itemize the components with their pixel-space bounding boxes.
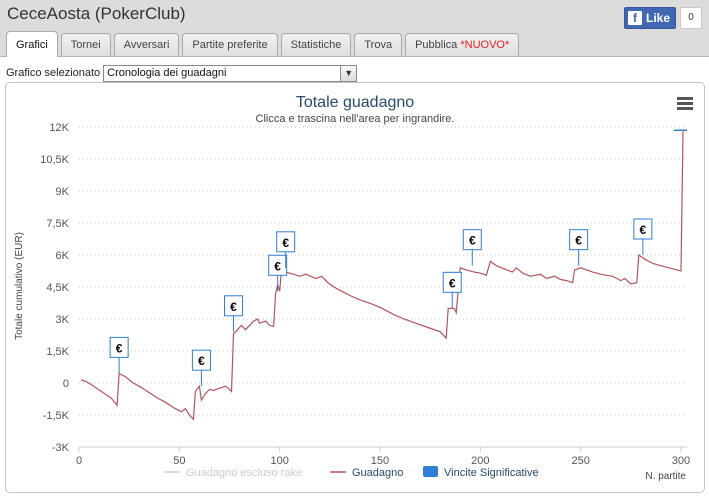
x-axis-label: N. partite [645,471,686,482]
y-tick-label: -1,5K [43,410,70,422]
legend-label: Vincite Significative [444,467,539,479]
flag-label: € [230,300,237,314]
significant-win-flag[interactable]: € [224,295,244,332]
significant-win-flag[interactable]: € [191,349,211,387]
chart-select[interactable]: Cronologia dei guadagni ▼ [103,64,358,82]
chart-subtitle: Clicca e trascina nell'area per ingrandi… [256,113,455,125]
y-tick-label: 7,5K [46,218,69,230]
y-tick-label: 4,5K [46,282,69,294]
significant-win-flag[interactable]: € [268,254,288,292]
y-tick-label: 10,5K [40,154,69,166]
legend-item-escluso-rake[interactable]: Guadagno escluso rake [164,467,302,479]
tab-partite-preferite[interactable]: Partite preferite [182,33,278,56]
facebook-like-button[interactable]: f Like [624,7,676,29]
y-tick-label: 0 [63,378,69,390]
tab-avversari[interactable]: Avversari [113,33,180,56]
x-tick-label: 250 [571,455,589,467]
tab-pubblica-label: Pubblica [415,39,458,51]
flag-label: € [274,259,281,273]
x-tick-label: 200 [471,455,489,467]
chart-selector-label: Grafico selezionato [6,67,101,79]
x-tick-label: 0 [76,455,82,467]
y-tick-label: 12K [49,122,69,134]
y-tick-label: 3K [56,314,70,326]
y-tick-label: 1,5K [46,346,69,358]
significant-win-flag[interactable]: € [462,229,482,266]
tab-statistiche[interactable]: Statistiche [280,33,352,56]
new-badge: *NUOVO* [460,39,510,51]
flag-label: € [640,223,647,237]
y-tick-label: 6K [56,250,70,262]
chevron-down-icon[interactable]: ▼ [340,65,357,81]
legend-label: Guadagno escluso rake [186,467,302,479]
app-title: CeceAosta (PokerClub) [7,4,186,23]
significant-win-flag[interactable]: € [633,218,653,255]
chart-container[interactable]: Totale guadagno Clicca e trascina nell'a… [5,82,705,493]
significant-win-flag[interactable]: € [276,231,296,268]
series-line-guadagno[interactable] [80,131,684,421]
flag-label: € [282,236,289,250]
chart-select-value: Cronologia dei guadagni [107,66,227,79]
significant-win-flag[interactable]: € [109,336,129,374]
x-tick-label: 50 [173,455,185,467]
facebook-like-label: Like [646,11,671,25]
legend-item-guadagno[interactable]: Guadagno [330,467,403,479]
chart-svg[interactable]: Totale guadagno Clicca e trascina nell'a… [6,83,704,492]
significant-win-flag[interactable]: € [569,229,589,266]
facebook-like-count: 0 [680,7,702,29]
tab-pubblica[interactable]: Pubblica *NUOVO* [405,33,520,56]
x-tick-label: 300 [672,455,690,467]
x-tick-label: 150 [371,455,389,467]
facebook-icon: f [628,11,642,25]
tab-grafici[interactable]: Grafici [6,31,58,57]
y-tick-label: -3K [52,442,70,454]
x-tick-label: 100 [270,455,288,467]
flag-label: € [116,341,123,355]
y-tick-label: 9K [56,186,70,198]
tab-tornei[interactable]: Tornei [60,33,111,56]
flag-label: € [198,354,205,368]
legend-label: Guadagno [352,467,403,479]
chart-selector-row: Grafico selezionato Cronologia dei guada… [6,64,358,82]
flag-label: € [469,234,476,248]
chart-title: Totale guadagno [296,94,414,111]
menu-icon[interactable] [677,97,693,110]
tab-trova[interactable]: Trova [354,33,403,56]
flag-label: € [575,234,582,248]
y-axis-label: Totale cumulativo (EUR) [14,232,25,340]
tab-bar: Grafici Tornei Avversari Partite preferi… [6,31,522,57]
legend-item-vincite[interactable]: Vincite Significative [423,466,539,479]
flag-label: € [449,276,456,290]
significant-win-flag[interactable]: € [442,271,462,309]
top-bar: CeceAosta (PokerClub) f Like 0 Grafici T… [0,0,709,57]
